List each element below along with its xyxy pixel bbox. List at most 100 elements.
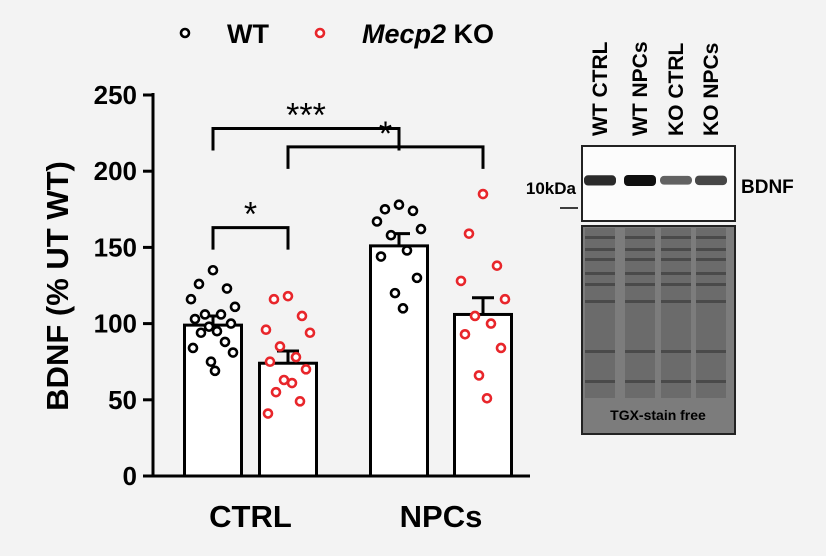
bdnf-bands xyxy=(584,175,727,186)
y-tick-label: 150 xyxy=(94,232,137,262)
y-axis-title: BDNF (% UT WT) xyxy=(40,161,75,411)
stain-band xyxy=(585,236,615,239)
stain-band xyxy=(661,272,691,275)
stain-lane xyxy=(585,228,615,398)
x-tick-label: NPCs xyxy=(400,499,483,534)
data-point xyxy=(262,408,274,419)
data-point xyxy=(270,386,282,398)
stain-band xyxy=(661,248,691,251)
stain-band xyxy=(585,272,615,275)
data-point xyxy=(485,318,497,329)
y-tick-label: 200 xyxy=(94,156,137,186)
y-tick-label: 50 xyxy=(108,385,137,415)
stain-band xyxy=(585,350,615,353)
significance-bracket xyxy=(211,127,401,151)
stain-lane xyxy=(625,228,655,398)
bar xyxy=(369,244,429,478)
data-point xyxy=(207,264,219,276)
data-point xyxy=(491,260,503,271)
data-point xyxy=(260,324,272,335)
stain-band xyxy=(625,350,655,353)
bdnf-band xyxy=(695,175,727,186)
stain-lane xyxy=(696,228,726,398)
significance-label: * xyxy=(379,115,392,153)
data-point xyxy=(463,228,475,239)
stain-band xyxy=(696,283,726,286)
stain-band xyxy=(661,236,691,239)
data-point xyxy=(215,309,227,320)
data-point xyxy=(187,342,199,354)
data-point xyxy=(415,223,427,235)
y-ticks: 0 50 100 150 200 250 xyxy=(94,80,153,491)
legend-marker-ko xyxy=(314,27,326,39)
stain-band xyxy=(585,283,615,286)
data-point xyxy=(264,356,276,368)
stain-band xyxy=(696,380,726,383)
stain-lane xyxy=(661,228,691,398)
y-tick-label: 100 xyxy=(94,309,137,339)
western-blot: WT CTRL WT NPCs KO CTRL KO NPCs 10kDa BDNF … xyxy=(526,41,794,435)
legend-label-ko: Mecp2 KO xyxy=(362,19,494,49)
lane-label: WT NPCs xyxy=(629,42,652,137)
legend-label-ko-italic: Mecp2 xyxy=(362,19,446,49)
stain-band xyxy=(661,350,691,353)
stain-band xyxy=(661,283,691,286)
bdnf-band xyxy=(624,175,656,186)
data-point xyxy=(290,351,302,363)
data-point xyxy=(209,365,221,377)
data-point xyxy=(189,313,201,325)
stain-band xyxy=(585,380,615,383)
data-point xyxy=(304,327,316,339)
data-point xyxy=(393,199,405,211)
data-point xyxy=(401,245,413,256)
error-bars xyxy=(202,232,494,364)
data-point xyxy=(219,336,231,348)
stain-band xyxy=(661,258,691,261)
blot-lane-labels: WT CTRL WT NPCs KO CTRL KO NPCs xyxy=(589,41,723,136)
data-point xyxy=(229,301,241,313)
bdnf-band xyxy=(660,175,692,185)
y-tick-label: 250 xyxy=(94,80,137,110)
legend: WT Mecp2 KO xyxy=(179,19,494,49)
x-tick-label: CTRL xyxy=(209,499,292,534)
data-point xyxy=(499,293,511,305)
data-point xyxy=(205,356,217,368)
x-tick-labels: CTRL NPCs xyxy=(209,499,482,534)
stain-band xyxy=(625,236,655,239)
data-point xyxy=(225,318,237,329)
stain-band xyxy=(625,300,655,303)
data-point xyxy=(282,290,294,302)
lane-label: KO CTRL xyxy=(665,43,688,136)
data-point xyxy=(411,272,423,284)
stain-band xyxy=(696,272,726,275)
significance-brackets: *** ** xyxy=(211,97,485,250)
stain-band xyxy=(696,300,726,303)
stain-band xyxy=(625,272,655,275)
data-point xyxy=(455,275,467,287)
stain-band xyxy=(585,258,615,261)
stain-band xyxy=(661,380,691,383)
data-point xyxy=(481,392,493,404)
data-point xyxy=(185,293,197,305)
data-point xyxy=(477,188,489,200)
data-point xyxy=(495,342,507,354)
bdnf-band xyxy=(584,175,616,186)
data-point xyxy=(385,229,397,241)
stain-band xyxy=(696,350,726,353)
significance-bracket xyxy=(211,226,290,250)
lane-label: WT CTRL xyxy=(589,41,612,136)
data-point xyxy=(397,303,409,314)
data-point xyxy=(473,370,485,381)
data-point xyxy=(379,204,391,215)
data-point xyxy=(221,283,233,294)
stain-band xyxy=(585,248,615,251)
legend-label-wt: WT xyxy=(227,19,269,49)
data-point xyxy=(227,347,239,358)
data-point xyxy=(375,251,387,262)
stain-band xyxy=(625,258,655,261)
legend-label-ko-rest: KO xyxy=(446,19,494,49)
data-points xyxy=(185,188,511,419)
stain-band xyxy=(625,283,655,286)
stain-band xyxy=(625,380,655,383)
